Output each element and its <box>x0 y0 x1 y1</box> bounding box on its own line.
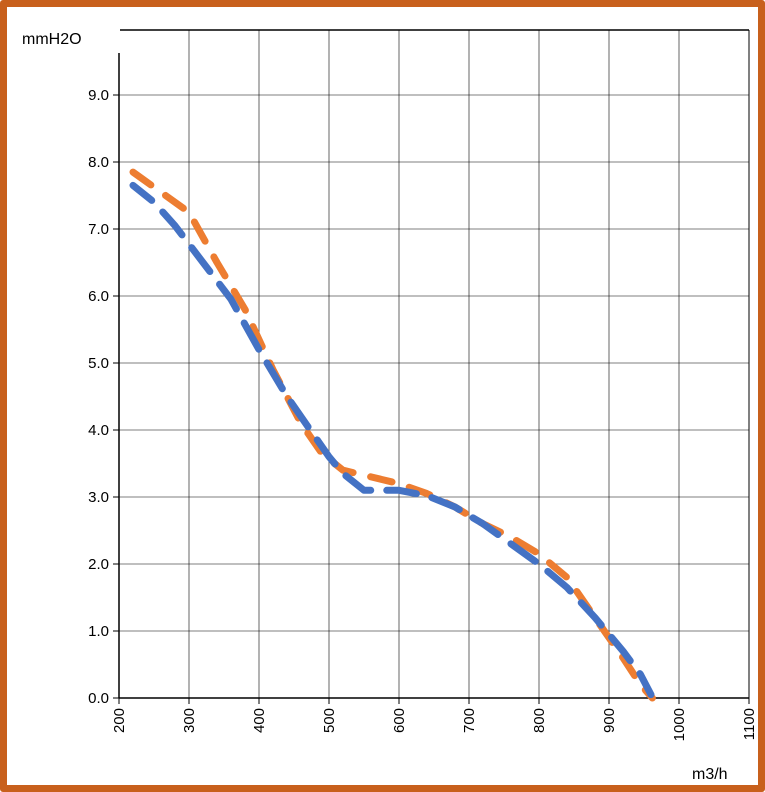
series-line-0 <box>129 168 656 702</box>
y-tick-label: 6.0 <box>88 288 109 305</box>
ylabel-background <box>12 19 120 53</box>
series-line-1 <box>129 181 655 699</box>
x-tick-label: 800 <box>531 708 548 733</box>
grid <box>119 29 750 698</box>
y-tick-label: 8.0 <box>88 154 109 171</box>
x-tick-label: 500 <box>321 708 338 733</box>
y-tick-label: 0.0 <box>88 690 109 707</box>
y-tick-label: 4.0 <box>88 422 109 439</box>
y-tick-label: 2.0 <box>88 556 109 573</box>
x-tick-label: 1000 <box>671 708 688 741</box>
y-tick-label: 7.0 <box>88 221 109 238</box>
y-tick-label: 1.0 <box>88 623 109 640</box>
x-tick-label: 900 <box>601 708 618 733</box>
y-axis-label: mmH2O <box>22 31 82 48</box>
y-tick-label: 9.0 <box>88 87 109 104</box>
x-tick-label: 1100 <box>741 708 758 740</box>
tick-labels: 0.0 1.0 2.0 3.0 4.0 5.0 6.0 7.0 8.0 9.0 200 300 400 5… <box>88 87 758 741</box>
x-tick-label: 200 <box>111 708 128 733</box>
axes <box>113 30 750 704</box>
series <box>129 168 656 702</box>
y-tick-label: 5.0 <box>88 355 109 372</box>
x-tick-label: 400 <box>251 708 268 733</box>
x-axis-label: m3/h <box>692 766 728 783</box>
x-tick-label: 300 <box>181 708 198 733</box>
x-tick-label: 700 <box>461 708 478 733</box>
y-tick-label: 3.0 <box>88 489 109 506</box>
x-tick-label: 600 <box>391 708 408 733</box>
